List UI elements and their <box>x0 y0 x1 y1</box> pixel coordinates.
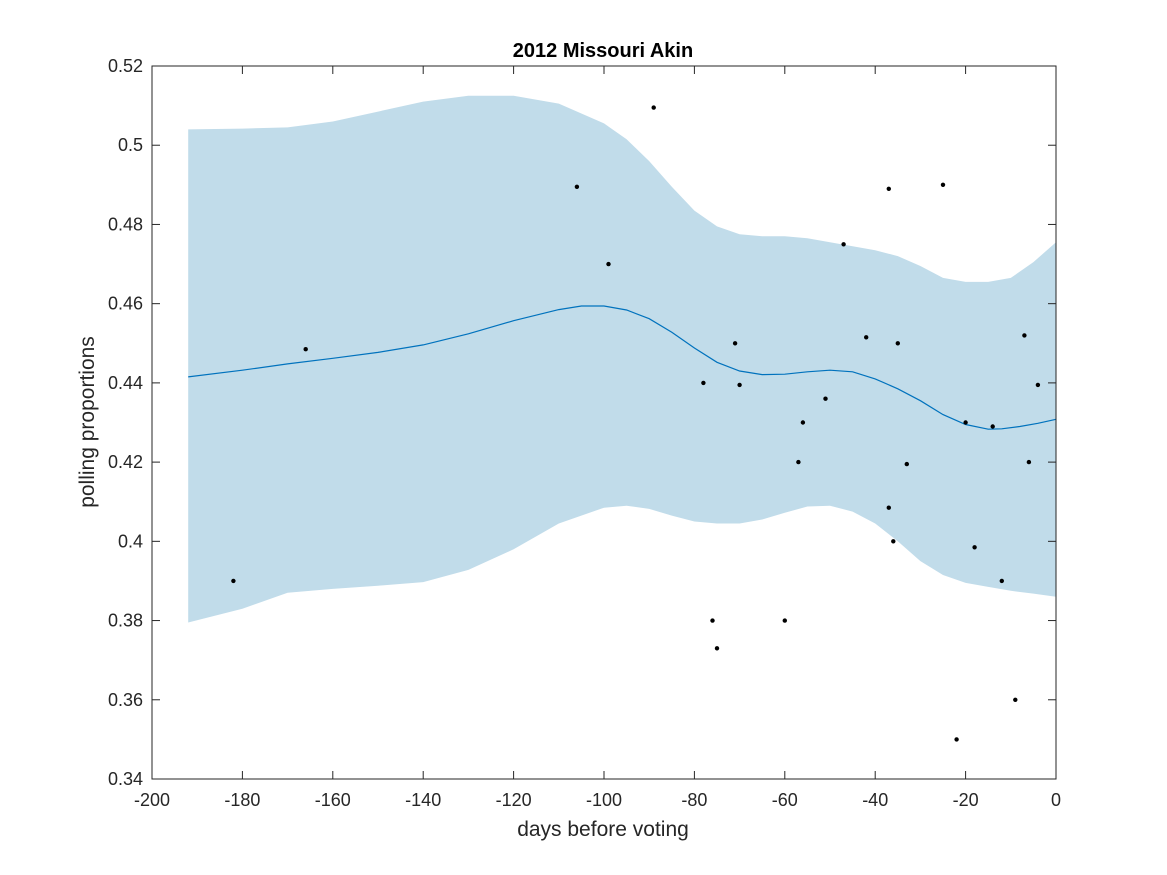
poll-point <box>823 396 828 401</box>
x-tick-label: -160 <box>315 790 351 810</box>
poll-point <box>701 380 706 386</box>
x-tick-label: -180 <box>224 790 260 810</box>
poll-point <box>710 618 715 623</box>
y-tick-label: 0.4 <box>118 531 143 551</box>
poll-point <box>1013 697 1018 702</box>
poll-point <box>972 545 977 550</box>
chart-title: 2012 Missouri Akin <box>513 40 693 62</box>
poll-point <box>714 646 720 651</box>
poll-point <box>800 420 806 425</box>
poll-point <box>895 341 900 346</box>
y-tick-label: 0.34 <box>108 769 143 789</box>
y-tick-label: 0.44 <box>108 373 143 393</box>
y-tick-label: 0.38 <box>108 611 143 631</box>
x-tick-label: -20 <box>953 790 979 810</box>
confidence-band <box>188 95 1056 623</box>
poll-point <box>737 382 742 388</box>
poll-point <box>231 578 236 584</box>
y-tick-label: 0.5 <box>118 135 143 155</box>
trend-line <box>188 305 1057 430</box>
y-tick-label: 0.46 <box>108 294 143 314</box>
x-tick-label: -200 <box>134 790 170 810</box>
poll-point <box>891 539 896 544</box>
poll-point <box>841 242 846 247</box>
poll-point <box>574 184 580 189</box>
poll-point <box>904 461 909 467</box>
poll-point <box>990 424 995 429</box>
poll-point <box>732 341 738 346</box>
x-tick-label: -40 <box>862 790 888 810</box>
axes: -200 -180 -160 -140 -120 -100 -80 -60 -40 -20 00.3… <box>108 56 1061 810</box>
x-tick-label: -80 <box>681 790 707 810</box>
poll-point <box>886 505 891 510</box>
poll-point <box>651 105 656 110</box>
poll-point <box>954 737 959 742</box>
x-tick-label: -100 <box>586 790 622 810</box>
poll-point <box>782 618 787 623</box>
poll-point <box>796 459 801 465</box>
y-tick-label: 0.42 <box>108 452 143 472</box>
y-tick-label: 0.52 <box>108 56 143 76</box>
poll-point <box>999 578 1004 584</box>
x-tick-label: -140 <box>405 790 441 810</box>
poll-point <box>963 420 968 425</box>
poll-point <box>1035 382 1041 388</box>
x-tick-label: -60 <box>772 790 798 810</box>
y-tick-label: 0.48 <box>108 214 143 234</box>
x-tick-label: -120 <box>496 790 532 810</box>
x-axis-label: days before voting <box>517 818 689 841</box>
poll-point <box>606 261 611 267</box>
poll-point <box>1026 459 1032 465</box>
poll-point <box>303 347 308 352</box>
y-axis-label: polling proportions <box>76 336 99 508</box>
poll-point <box>1022 333 1027 338</box>
poll-point <box>886 186 891 191</box>
x-tick-label: 0 <box>1051 790 1061 810</box>
plot-area <box>188 95 1057 742</box>
y-tick-label: 0.36 <box>108 690 143 710</box>
poll-point <box>864 335 869 340</box>
poll-point <box>940 182 946 187</box>
